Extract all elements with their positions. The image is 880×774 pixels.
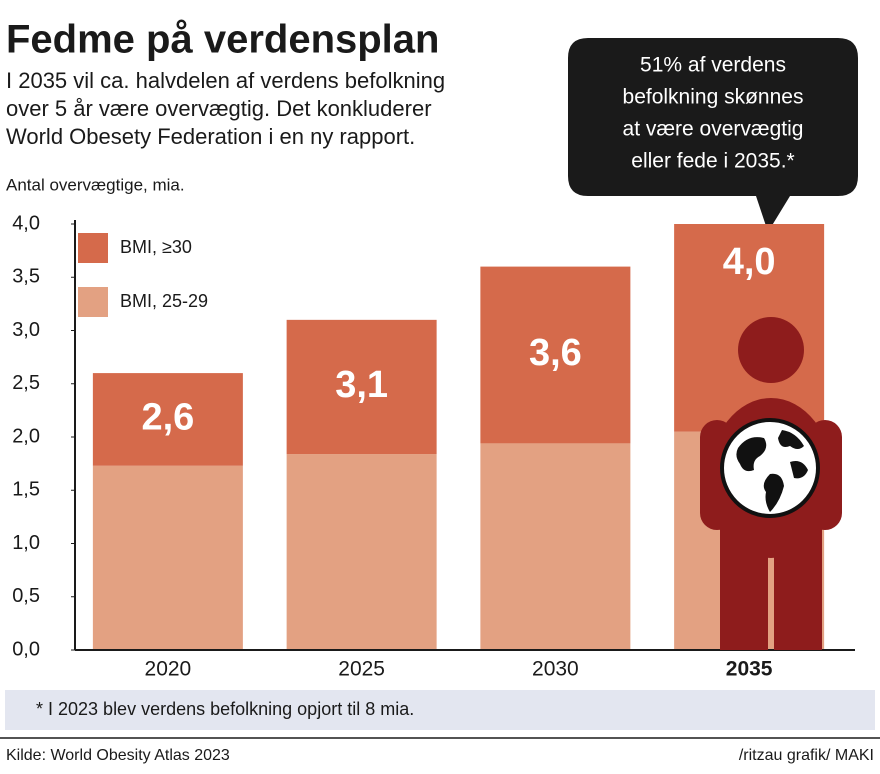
legend-swatch [78, 233, 108, 263]
subtitle: I 2035 vil ca. halvdelen af verdens befo… [6, 68, 445, 93]
bar-segment [480, 443, 631, 650]
total-label: 3,6 [529, 332, 582, 374]
callout-text: 51% af verdens [640, 54, 786, 77]
figure-icon [700, 317, 842, 650]
x-tick-label: 2035 [726, 658, 773, 681]
legend-swatch [78, 287, 108, 317]
y-tick-label: 0,0 [12, 638, 40, 660]
credit: /ritzau grafik/ MAKI [739, 747, 874, 764]
x-tick-label: 2030 [532, 658, 579, 681]
total-label: 2,6 [141, 396, 194, 438]
x-tick-label: 2020 [145, 658, 192, 681]
legend-label: BMI, ≥30 [120, 237, 192, 257]
source: Kilde: World Obesity Atlas 2023 [6, 747, 230, 764]
total-label: 4,0 [723, 241, 776, 283]
callout-text: at være overvægtig [623, 118, 804, 141]
y-tick-label: 2,0 [12, 425, 40, 447]
y-tick-label: 4,0 [12, 212, 40, 234]
axis-label: Antal overvægtige, mia. [6, 175, 185, 194]
y-tick-label: 0,5 [12, 585, 40, 607]
y-tick-label: 3,5 [12, 266, 40, 288]
y-tick-label: 1,5 [12, 479, 40, 501]
footnote: * I 2023 blev verdens befolkning opjort … [36, 699, 414, 719]
bar-segment [92, 465, 243, 650]
footnote-band [5, 690, 875, 730]
callout-box [568, 38, 858, 232]
y-tick-label: 3,0 [12, 319, 40, 341]
bar-segment [480, 266, 631, 444]
bar-segment [286, 454, 437, 650]
subtitle: World Obesety Federation i en ny rapport… [6, 124, 415, 149]
bar-segment [286, 319, 437, 455]
y-tick-label: 2,5 [12, 372, 40, 394]
callout-text: eller fede i 2035.* [631, 150, 794, 173]
subtitle: over 5 år være overvægtig. Det konkluder… [6, 96, 432, 121]
y-tick-label: 1,0 [12, 532, 40, 554]
callout-text: befolkning skønnes [623, 86, 804, 109]
chart-title: Fedme på verdensplan [6, 18, 439, 62]
bar-segment [92, 373, 243, 466]
total-label: 3,1 [335, 364, 388, 406]
legend-label: BMI, 25-29 [120, 291, 208, 311]
x-tick-label: 2025 [338, 658, 385, 681]
